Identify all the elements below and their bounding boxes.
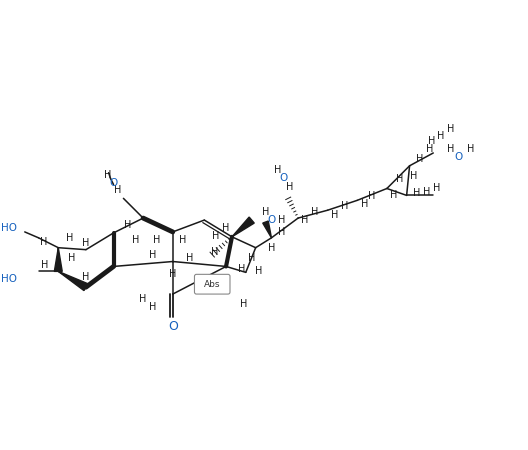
Text: H: H [331, 210, 338, 220]
Text: H: H [413, 189, 420, 198]
Text: H: H [69, 252, 76, 262]
Text: H: H [248, 252, 256, 262]
Text: H: H [149, 250, 157, 260]
Polygon shape [58, 271, 88, 291]
Text: H: H [311, 207, 318, 217]
Text: H: H [416, 154, 423, 164]
Text: H: H [390, 190, 398, 200]
Text: HO: HO [1, 274, 17, 284]
Text: H: H [361, 199, 368, 209]
Text: O: O [455, 152, 463, 162]
Text: H: H [240, 299, 248, 309]
Text: H: H [114, 185, 121, 195]
Polygon shape [54, 248, 62, 271]
Text: H: H [438, 131, 445, 141]
Text: H: H [423, 188, 430, 198]
Text: H: H [396, 174, 403, 184]
Text: H: H [104, 170, 111, 180]
Text: HO: HO [1, 223, 17, 233]
Text: H: H [426, 144, 433, 154]
Text: H: H [82, 238, 90, 248]
Text: O: O [109, 178, 118, 188]
Text: H: H [278, 227, 285, 237]
Text: O: O [279, 173, 287, 183]
Text: H: H [447, 124, 455, 134]
Text: H: H [369, 191, 376, 202]
Text: H: H [286, 181, 293, 192]
Text: H: H [211, 247, 218, 256]
Polygon shape [263, 221, 271, 238]
Text: H: H [278, 215, 285, 225]
Text: H: H [447, 144, 455, 154]
Text: O: O [267, 215, 276, 225]
Text: H: H [410, 171, 417, 180]
Text: H: H [238, 265, 246, 274]
Text: H: H [179, 235, 186, 245]
Polygon shape [232, 217, 254, 237]
Text: O: O [168, 320, 178, 333]
Text: H: H [169, 270, 176, 279]
Text: H: H [153, 235, 161, 245]
Text: H: H [268, 243, 275, 253]
Text: H: H [139, 294, 147, 304]
Text: H: H [41, 261, 48, 270]
Text: H: H [222, 223, 230, 233]
Text: H: H [131, 235, 139, 245]
Text: H: H [67, 233, 74, 243]
Text: H: H [467, 144, 475, 154]
Text: H: H [82, 272, 90, 282]
Text: H: H [255, 266, 262, 276]
Text: H: H [428, 136, 435, 146]
Text: H: H [301, 215, 309, 225]
Text: Abs: Abs [204, 280, 221, 289]
Text: H: H [212, 231, 220, 241]
Text: H: H [432, 184, 440, 194]
Text: H: H [124, 220, 131, 230]
Text: H: H [262, 207, 269, 217]
Text: H: H [149, 302, 157, 312]
Text: H: H [186, 252, 193, 262]
FancyBboxPatch shape [194, 274, 230, 294]
Text: H: H [274, 165, 281, 175]
Text: H: H [341, 201, 348, 211]
Text: H: H [40, 237, 47, 247]
